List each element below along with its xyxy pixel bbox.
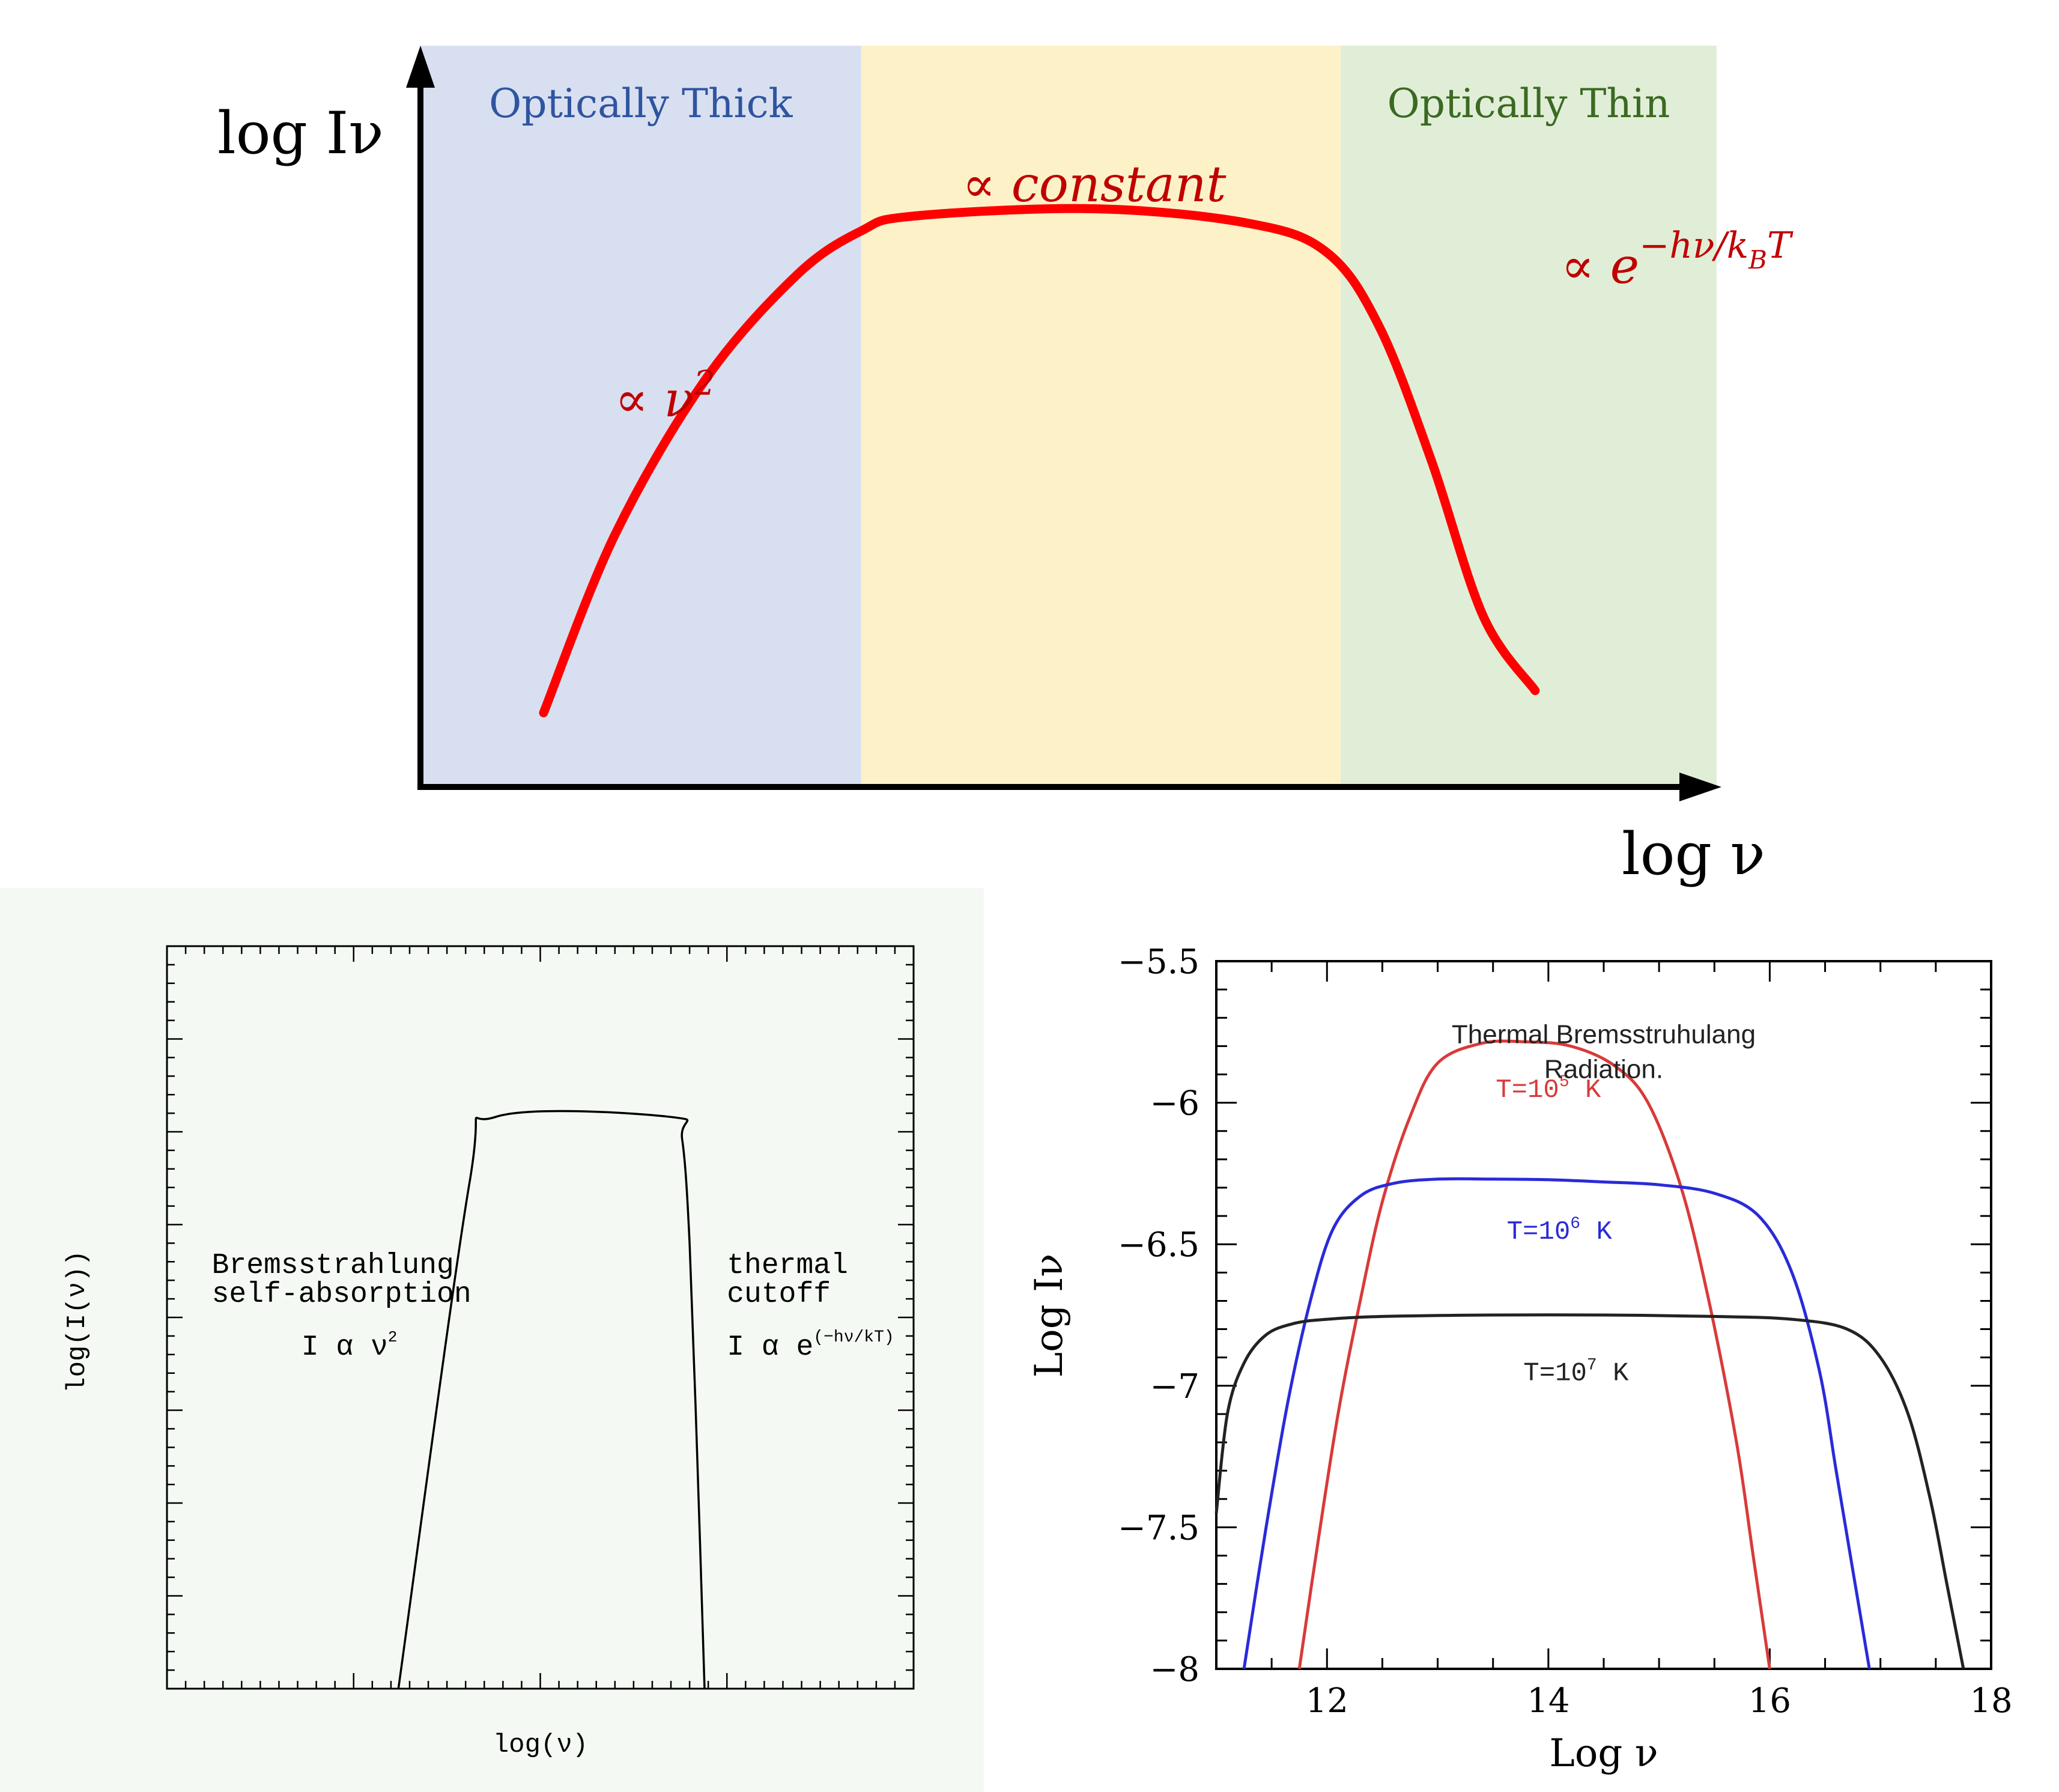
c2-annotation-bremsstrahlung-line2: self-absorption xyxy=(212,1278,472,1311)
c3-series-label-sup: 5 xyxy=(1559,1073,1569,1092)
c1-region-0 xyxy=(420,46,861,787)
c3-series-label-unit: K xyxy=(1597,1358,1629,1388)
chart-3: 12 14 16 18−8−7.5−7−6.5−6−5.5 T=105 KT=106 … xyxy=(1027,943,2013,1776)
c1-annotation-exp-sup: −hν/k xyxy=(1639,225,1748,267)
c2-annotation-exponential: I α e(−hν/kT) xyxy=(727,1328,894,1364)
c1-region-2 xyxy=(1341,46,1717,787)
c3-series-label-sup: 6 xyxy=(1570,1215,1580,1233)
c1-annotation-constant: ∝ constant xyxy=(962,156,1227,213)
c2-y-axis-label-text: log(I(ν)) xyxy=(62,1250,92,1393)
c1-annotation-nu-sup: 2 xyxy=(693,364,715,403)
c1-annotation-nu-main: ∝ ν xyxy=(615,371,694,428)
c3-chart-title: Thermal Bremsstruhulang Radiation. xyxy=(1452,1020,1756,1084)
c2-x-axis-label-text: log(ν) xyxy=(493,1730,588,1760)
c1-axes xyxy=(406,46,1721,801)
c1-x-axis-label: log ν xyxy=(1622,821,1765,888)
chart-1: Optically Thick Optically Thin log Iν log… xyxy=(217,46,1794,888)
c1-y-axis-label: log Iν xyxy=(217,100,384,167)
c3-y-tick-label: −8 xyxy=(1150,1650,1199,1689)
c1-y-axis-label-text: log Iν xyxy=(217,100,384,167)
c3-y-axis-label-text: Log Iν xyxy=(1027,1254,1072,1378)
c3-y-tick-label: −7 xyxy=(1150,1367,1199,1406)
c1-region-label-0: Optically Thick xyxy=(489,80,793,127)
c3-y-axis-label: Log Iν xyxy=(1027,1254,1072,1378)
c2-panel-background xyxy=(0,888,984,1792)
c3-curves: T=105 KT=106 KT=107 K xyxy=(1214,1039,1965,1669)
c3-y-tick-label: −7.5 xyxy=(1118,1508,1199,1547)
c1-annotation-constant-text: ∝ constant xyxy=(962,156,1227,213)
c3-series-line-1 xyxy=(1242,1177,1871,1669)
c3-series-label-main: T=10 xyxy=(1507,1217,1571,1247)
c3-series-label-0: T=105 K xyxy=(1496,1073,1601,1105)
c3-series-label-2: T=107 K xyxy=(1523,1356,1629,1388)
c3-series-label-unit: K xyxy=(1569,1075,1601,1105)
c3-x-tick-label: 18 xyxy=(1970,1681,2012,1721)
c3-x-tick-label: 14 xyxy=(1527,1681,1569,1721)
c2-x-axis-label: log(ν) xyxy=(493,1730,588,1760)
c1-annotation-nu-squared: ∝ ν2 xyxy=(615,364,715,428)
c2-annotation-nu-squared: I α ν2 xyxy=(302,1328,398,1364)
c3-series-label-main: T=10 xyxy=(1496,1075,1559,1105)
chart-2: log(ν) log(I(ν)) Bremsstrahlung self-abso… xyxy=(0,888,984,1792)
c2-annotation-bremsstrahlung: Bremsstrahlung self-absorption xyxy=(212,1250,472,1311)
c3-series-line-2 xyxy=(1214,1313,1965,1669)
c1-annotation-exponential: ∝ e−hν/kBT xyxy=(1561,225,1794,295)
c3-x-axis-label-text: Log ν xyxy=(1549,1731,1658,1776)
c3-x-tick-label: 12 xyxy=(1306,1681,1348,1721)
c2-annotation-thermal-line1: thermal xyxy=(727,1250,848,1282)
c3-x-tick-label: 16 xyxy=(1748,1681,1791,1721)
c2-ticks xyxy=(167,946,914,1689)
c1-annotation-exp-sup2: T xyxy=(1767,225,1794,267)
c2-intensity-curve xyxy=(397,1110,706,1689)
c2-annotation-exp-main: I α e xyxy=(727,1331,813,1364)
c1-annotation-exp-sub: B xyxy=(1748,245,1767,275)
c3-y-tick-label: −6.5 xyxy=(1118,1226,1199,1265)
c3-series-label-sup: 7 xyxy=(1587,1356,1597,1374)
c1-y-axis-arrowhead xyxy=(406,46,435,88)
c3-series-label-main: T=10 xyxy=(1523,1358,1587,1388)
c3-y-tick-label: −6 xyxy=(1150,1084,1199,1123)
c2-annotation-nu-sup: 2 xyxy=(388,1328,398,1346)
c3-title-line2: Radiation. xyxy=(1544,1055,1663,1084)
c1-region-label-2: Optically Thin xyxy=(1387,80,1670,127)
c2-y-axis-label: log(I(ν)) xyxy=(62,1250,92,1393)
c2-annotation-nu-main: I α ν xyxy=(302,1331,388,1364)
c3-series-line-0 xyxy=(1297,1039,1771,1669)
c3-series-label-unit: K xyxy=(1580,1217,1612,1247)
c3-series-label-1: T=106 K xyxy=(1507,1215,1613,1247)
c3-y-tick-label: −5.5 xyxy=(1118,943,1199,982)
c1-x-axis-label-text: log ν xyxy=(1622,821,1765,888)
c1-x-axis-arrowhead xyxy=(1679,773,1721,801)
c3-ticks: 12 14 16 18 −8 −7.5 −7 −6.5 −6 −5.5 xyxy=(1118,943,2013,1721)
c1-region-1 xyxy=(861,46,1341,787)
c2-annotation-thermal-cutoff: thermal cutoff xyxy=(727,1250,848,1311)
c1-annotation-exp-main: ∝ e xyxy=(1561,238,1639,295)
c2-annotation-bremsstrahlung-line1: Bremsstrahlung xyxy=(212,1250,454,1282)
c1-intensity-curve xyxy=(539,204,1540,718)
c3-title-line1: Thermal Bremsstruhulang xyxy=(1452,1020,1756,1049)
c3-x-axis-label: Log ν xyxy=(1549,1731,1658,1776)
c2-annotation-thermal-line2: cutoff xyxy=(727,1278,831,1311)
c2-annotation-exp-sup: (−hν/kT) xyxy=(813,1328,894,1347)
